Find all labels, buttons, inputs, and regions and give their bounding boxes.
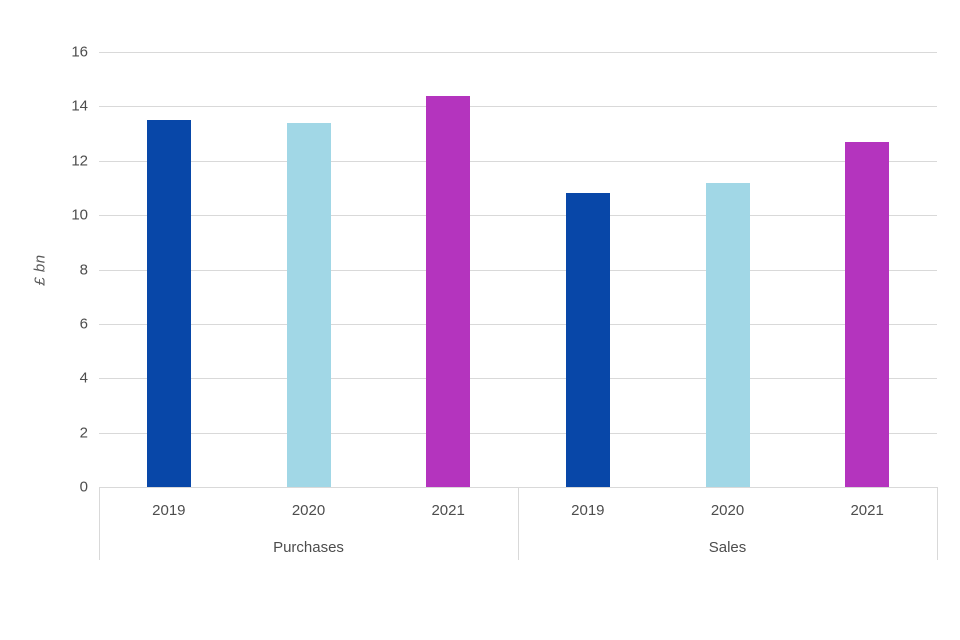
y-tick-label-4: 4 <box>79 369 88 387</box>
y-tick-label-2: 2 <box>79 424 88 442</box>
y-tick-label-8: 8 <box>79 261 88 278</box>
y-tick-label-14: 14 <box>71 97 88 115</box>
bar-purchases-2021 <box>426 95 471 487</box>
y-axis-title: £ bn <box>31 254 49 286</box>
x-tick-label-purchases-2021: 2021 <box>431 502 465 519</box>
x-tick-label-sales-2020: 2020 <box>710 502 745 519</box>
category-divider <box>937 487 938 560</box>
gridline-12 <box>99 160 937 162</box>
category-divider <box>518 487 519 560</box>
bar-sales-2019 <box>565 193 610 487</box>
group-label-purchases: Purchases <box>273 539 344 556</box>
gridline-2 <box>99 432 937 434</box>
y-tick-label-16: 16 <box>71 43 88 61</box>
x-tick-label-purchases-2020: 2020 <box>291 502 326 519</box>
gridline-8 <box>99 269 937 271</box>
category-divider <box>99 487 100 560</box>
gridline-6 <box>99 323 937 325</box>
x-tick-label-sales-2019: 2019 <box>571 502 605 519</box>
gridline-16 <box>99 52 937 53</box>
bar-purchases-2019 <box>146 119 191 487</box>
y-tick-label-10: 10 <box>71 206 88 224</box>
x-tick-label-purchases-2019: 2019 <box>152 502 186 519</box>
y-tick-label-0: 0 <box>79 478 88 496</box>
y-tick-label-6: 6 <box>79 315 88 333</box>
y-tick-label-12: 12 <box>71 152 88 170</box>
bar-purchases-2020 <box>286 122 331 487</box>
group-label-sales: Sales <box>708 539 747 556</box>
x-tick-label-sales-2021: 2021 <box>850 502 884 519</box>
gridline-10 <box>99 215 937 217</box>
bar-sales-2020 <box>705 182 750 487</box>
gridline-4 <box>99 378 937 380</box>
bar-sales-2021 <box>845 141 890 487</box>
gridline-14 <box>99 106 937 108</box>
